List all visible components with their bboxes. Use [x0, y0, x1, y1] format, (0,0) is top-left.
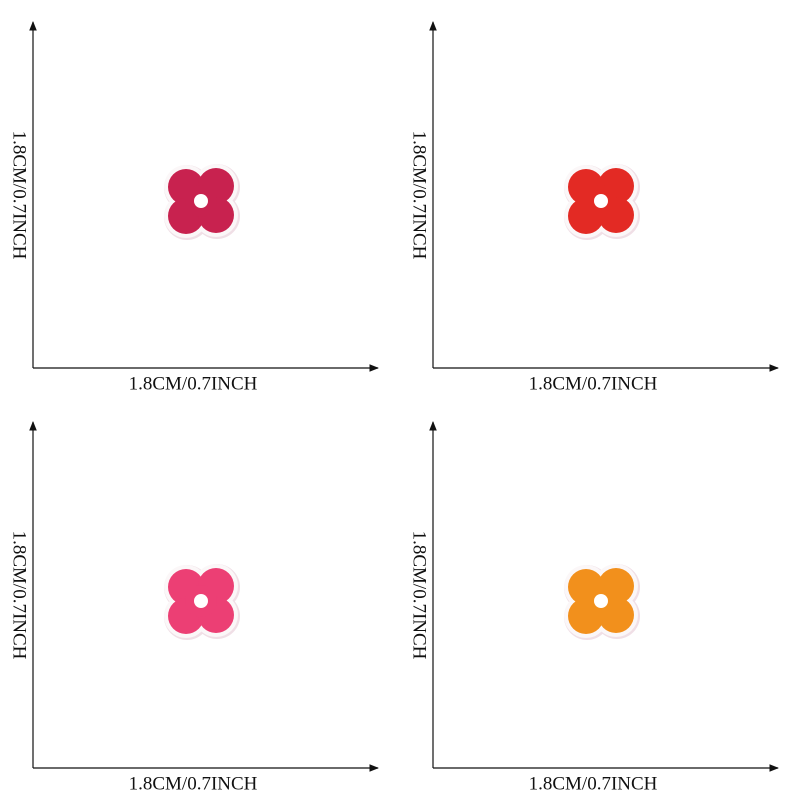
flower-patch: [164, 164, 240, 240]
panel: 1.8CM/0.7INCH 1.8CM/0.7INCH: [9, 421, 379, 794]
width-label: 1.8CM/0.7INCH: [529, 373, 658, 394]
width-label: 1.8CM/0.7INCH: [129, 373, 258, 394]
flower-patch: [164, 564, 240, 640]
flower-center: [594, 194, 608, 208]
height-label: 1.8CM/0.7INCH: [9, 531, 30, 660]
height-label: 1.8CM/0.7INCH: [9, 131, 30, 260]
flower-center: [194, 594, 208, 608]
panel: 1.8CM/0.7INCH 1.8CM/0.7INCH: [409, 421, 779, 794]
height-label: 1.8CM/0.7INCH: [409, 131, 430, 260]
flower-patch: [564, 164, 640, 240]
width-label: 1.8CM/0.7INCH: [529, 773, 658, 794]
flower-patch: [564, 564, 640, 640]
panel: 1.8CM/0.7INCH 1.8CM/0.7INCH: [9, 21, 379, 394]
height-label: 1.8CM/0.7INCH: [409, 531, 430, 660]
flower-center: [594, 594, 608, 608]
flower-center: [194, 194, 208, 208]
width-label: 1.8CM/0.7INCH: [129, 773, 258, 794]
panel: 1.8CM/0.7INCH 1.8CM/0.7INCH: [409, 21, 779, 394]
